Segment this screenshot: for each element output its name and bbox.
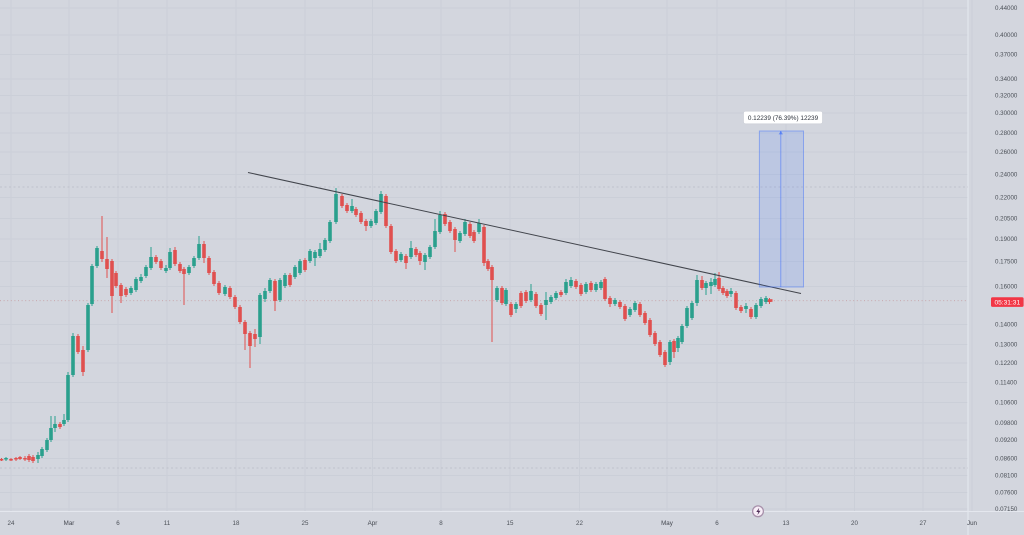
svg-text:0.22000: 0.22000 [995, 195, 1018, 202]
svg-text:0.44000: 0.44000 [995, 5, 1018, 12]
svg-text:0.17500: 0.17500 [995, 259, 1018, 266]
svg-text:0.13000: 0.13000 [995, 342, 1018, 349]
svg-text:0.19000: 0.19000 [995, 236, 1018, 243]
svg-text:6: 6 [116, 520, 120, 527]
svg-text:0.08100: 0.08100 [995, 473, 1018, 480]
svg-text:0.12239 (76.39%) 12239: 0.12239 (76.39%) 12239 [748, 115, 819, 122]
svg-text:0.34000: 0.34000 [995, 76, 1018, 83]
svg-text:25: 25 [302, 520, 309, 527]
svg-text:0.20500: 0.20500 [995, 216, 1018, 223]
svg-text:05:31:31: 05:31:31 [994, 299, 1020, 306]
svg-text:11: 11 [164, 520, 171, 527]
svg-text:0.26000: 0.26000 [995, 149, 1018, 156]
svg-text:0.24000: 0.24000 [995, 172, 1018, 179]
svg-text:0.08600: 0.08600 [995, 456, 1018, 463]
svg-text:0.07150: 0.07150 [995, 506, 1018, 513]
svg-text:0.32000: 0.32000 [995, 93, 1018, 100]
svg-text:0.28000: 0.28000 [995, 130, 1018, 137]
svg-text:0.07600: 0.07600 [995, 490, 1018, 497]
svg-text:0.37000: 0.37000 [995, 52, 1018, 59]
svg-text:0.12200: 0.12200 [995, 360, 1018, 367]
svg-text:May: May [661, 520, 674, 527]
svg-text:0.40000: 0.40000 [995, 32, 1018, 39]
svg-text:24: 24 [8, 520, 15, 527]
svg-text:Mar: Mar [64, 520, 75, 527]
svg-text:20: 20 [851, 520, 858, 527]
svg-text:0.09800: 0.09800 [995, 420, 1018, 427]
svg-text:0.09200: 0.09200 [995, 437, 1018, 444]
svg-text:15: 15 [507, 520, 514, 527]
svg-text:8: 8 [439, 520, 443, 527]
svg-text:13: 13 [783, 520, 790, 527]
svg-text:22: 22 [576, 520, 583, 527]
svg-text:27: 27 [920, 520, 927, 527]
svg-text:6: 6 [715, 520, 719, 527]
svg-text:Jun: Jun [967, 520, 978, 527]
svg-text:0.14000: 0.14000 [995, 322, 1018, 329]
svg-text:Apr: Apr [368, 520, 378, 527]
svg-text:0.30000: 0.30000 [995, 110, 1018, 117]
svg-text:0.11400: 0.11400 [995, 380, 1017, 387]
svg-text:18: 18 [233, 520, 240, 527]
svg-text:0.10600: 0.10600 [995, 400, 1018, 407]
svg-text:0.16000: 0.16000 [995, 284, 1018, 291]
